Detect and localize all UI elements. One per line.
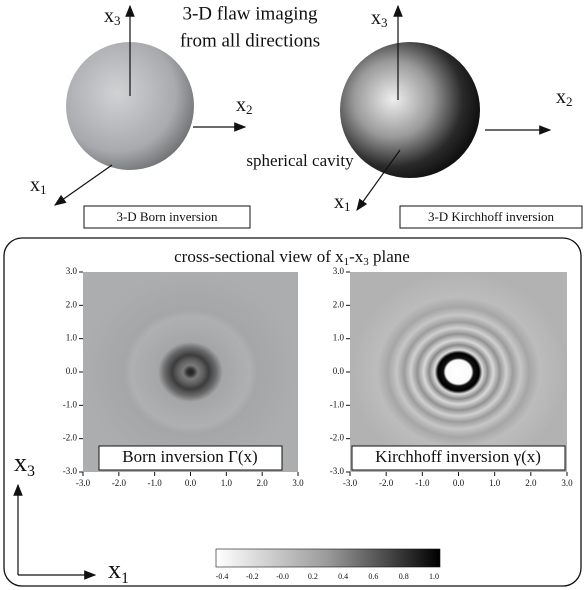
colorbar-label: 1.0	[429, 572, 439, 581]
axis-label: x2	[556, 86, 573, 109]
x-tick-label: 0.0	[453, 478, 465, 488]
box-label: 3-D Born inversion	[116, 209, 218, 224]
x-tick-label: 2.0	[257, 478, 269, 488]
colorbar-label: 0.8	[399, 572, 409, 581]
kirchhoff-sphere	[340, 42, 480, 178]
y-tick-label: -2.0	[63, 433, 78, 443]
heading: from all directions	[180, 30, 320, 51]
y-tick-label: -1.0	[63, 399, 78, 409]
y-tick-label: -2.0	[330, 433, 345, 443]
y-tick-label: -3.0	[63, 466, 78, 476]
colorbar-label: 0.2	[308, 572, 318, 581]
figure: x3 x2 x1 x3 x2 x1 3-D flaw imaging from …	[0, 0, 585, 590]
image-label: Kirchhoff inversion γ(x)	[375, 447, 541, 466]
heading: 3-D flaw imaging	[182, 3, 318, 24]
axis-label: x1	[108, 555, 129, 587]
x-tick-label: -3.0	[76, 478, 91, 488]
colorbar-label: -0.4	[216, 572, 229, 581]
y-tick-label: -3.0	[330, 466, 345, 476]
x-tick-label: -2.0	[112, 478, 127, 488]
axis-label: x3	[14, 448, 35, 480]
x-tick-label: -1.0	[148, 478, 163, 488]
y-tick-label: 1.0	[333, 333, 345, 343]
x-tick-label: -3.0	[343, 478, 358, 488]
y-tick-label: -1.0	[330, 399, 345, 409]
axis-label: x3	[371, 7, 388, 30]
x-tick-label: 1.0	[489, 478, 501, 488]
y-tick-label: 2.0	[333, 299, 345, 309]
x-tick-label: 1.0	[221, 478, 233, 488]
y-tick-label: 3.0	[66, 266, 78, 276]
x-tick-label: 0.0	[185, 478, 197, 488]
kirchhoff-image	[350, 272, 567, 472]
y-tick-label: 0.0	[333, 366, 345, 376]
colorbar-label: 0.6	[368, 572, 378, 581]
colorbar	[216, 549, 440, 567]
y-tick-label: 2.0	[66, 299, 78, 309]
colorbar-label: -0.2	[246, 572, 259, 581]
caption: spherical cavity	[246, 151, 354, 170]
axis-label: x3	[104, 5, 121, 28]
panel-title: cross-sectional view of x1-x3 plane	[174, 247, 410, 268]
born-image	[83, 272, 298, 472]
y-tick-label: 0.0	[66, 366, 78, 376]
axis-label: x2	[236, 94, 253, 117]
x-tick-label: -1.0	[415, 478, 430, 488]
colorbar-label: -0.0	[276, 572, 289, 581]
x-tick-label: 3.0	[561, 478, 573, 488]
x-tick-label: -2.0	[379, 478, 394, 488]
axis-label: x1	[30, 174, 47, 197]
x-tick-label: 3.0	[292, 478, 304, 488]
image-label: Born inversion Γ(x)	[122, 447, 257, 466]
box-label: 3-D Kirchhoff inversion	[428, 209, 555, 224]
x-tick-label: 2.0	[525, 478, 537, 488]
y-tick-label: 3.0	[333, 266, 345, 276]
y-tick-label: 1.0	[66, 333, 78, 343]
colorbar-label: 0.4	[338, 572, 348, 581]
axis-label: x1	[334, 191, 351, 214]
